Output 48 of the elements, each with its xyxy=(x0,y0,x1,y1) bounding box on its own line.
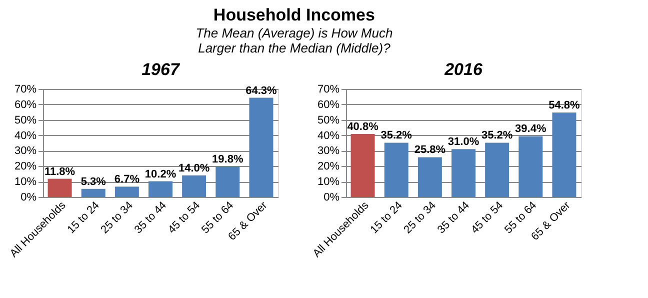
text: The Mean (Average) is How Much Larger than the Median (Middle)? xyxy=(196,26,393,56)
data-label: 39.4% xyxy=(515,123,546,136)
data-label: 35.2% xyxy=(481,130,513,142)
y-tick-label: 0% xyxy=(20,192,37,204)
bar xyxy=(485,142,510,197)
y-tick-label: 50% xyxy=(317,114,340,126)
data-label: 25.8% xyxy=(414,144,446,156)
data-label: 19.8% xyxy=(212,153,244,166)
bar xyxy=(249,98,274,197)
data-label: 11.8% xyxy=(44,166,76,178)
y-tick-label: 30% xyxy=(317,145,340,158)
bar xyxy=(384,142,408,197)
y-tick-label: 70% xyxy=(317,84,340,96)
data-label: 40.8% xyxy=(347,121,379,134)
data-label: 6.7% xyxy=(114,174,140,186)
data-label: 35.2% xyxy=(380,130,412,142)
data-label: 54.8% xyxy=(548,99,580,112)
data-label: 5.3% xyxy=(80,176,106,188)
y-tick-label: 60% xyxy=(14,98,37,111)
bar xyxy=(48,178,72,197)
y-tick-label: 10% xyxy=(14,176,37,188)
bar xyxy=(452,149,476,197)
data-label: 31.0% xyxy=(448,136,480,148)
y-tick-label: 50% xyxy=(14,114,37,126)
y-tick-label: 70% xyxy=(14,84,37,96)
data-label: 10.2% xyxy=(144,168,176,180)
bar xyxy=(518,136,543,197)
y-tick-label: 60% xyxy=(317,98,340,111)
bar xyxy=(418,157,442,197)
bar xyxy=(182,175,206,197)
y-tick-label: 40% xyxy=(317,130,340,142)
y-tick-label: 20% xyxy=(14,160,37,173)
data-label: 64.3% xyxy=(246,84,278,97)
bar xyxy=(114,186,139,197)
bar xyxy=(148,181,172,197)
bar xyxy=(552,112,576,197)
y-tick-label: 10% xyxy=(317,176,340,188)
y-tick-label: 20% xyxy=(317,160,340,173)
y-tick-label: 0% xyxy=(324,192,340,204)
text: Household Incomes xyxy=(213,6,375,24)
y-tick-label: 30% xyxy=(14,145,37,158)
chart-title: 1967 xyxy=(142,60,181,79)
data-label: 14.0% xyxy=(178,162,210,174)
bar xyxy=(81,188,106,197)
y-tick-label: 40% xyxy=(14,130,37,142)
chart-title: 2016 xyxy=(444,60,483,79)
bar xyxy=(216,166,240,197)
bar xyxy=(350,134,375,197)
